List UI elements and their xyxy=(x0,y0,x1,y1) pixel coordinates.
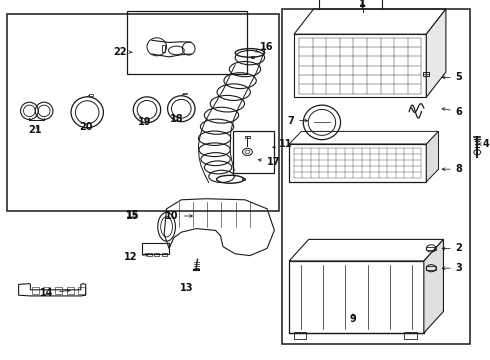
Bar xyxy=(404,332,416,339)
Bar xyxy=(426,266,436,270)
Bar xyxy=(162,45,165,52)
Text: 22: 22 xyxy=(113,47,132,57)
Text: 13: 13 xyxy=(179,283,193,293)
Bar xyxy=(142,243,169,254)
Bar xyxy=(294,34,426,97)
Bar xyxy=(242,178,245,180)
Bar xyxy=(162,253,167,256)
Text: 4: 4 xyxy=(479,139,490,149)
Text: 11: 11 xyxy=(273,139,293,149)
Polygon shape xyxy=(424,239,443,333)
Bar xyxy=(67,287,74,294)
Bar xyxy=(233,131,274,173)
Bar xyxy=(44,287,50,294)
Text: 8: 8 xyxy=(442,164,463,174)
Bar xyxy=(426,247,436,250)
Bar xyxy=(78,287,85,294)
Bar xyxy=(127,11,247,74)
Bar xyxy=(294,332,306,339)
Bar xyxy=(289,261,424,333)
Text: 1: 1 xyxy=(359,0,366,9)
Text: 17: 17 xyxy=(258,157,281,167)
Text: 1: 1 xyxy=(359,0,366,8)
Text: 21: 21 xyxy=(28,125,42,135)
Text: 14: 14 xyxy=(40,288,70,298)
Bar xyxy=(423,72,429,76)
Text: 3: 3 xyxy=(442,263,463,273)
Text: 2: 2 xyxy=(442,243,463,253)
Bar xyxy=(289,144,426,182)
Bar xyxy=(245,136,250,138)
Bar xyxy=(55,287,62,294)
Text: 19: 19 xyxy=(138,117,151,127)
Bar xyxy=(154,253,159,256)
Text: 20: 20 xyxy=(79,122,93,132)
Bar xyxy=(183,93,187,94)
Bar xyxy=(32,287,39,294)
Text: 10: 10 xyxy=(165,211,193,221)
Text: 16: 16 xyxy=(256,42,273,52)
Polygon shape xyxy=(426,131,439,182)
Bar xyxy=(89,94,93,96)
Text: 15: 15 xyxy=(125,211,139,221)
Bar xyxy=(282,9,470,344)
Bar xyxy=(147,253,152,256)
Text: 15: 15 xyxy=(125,210,139,220)
Text: 12: 12 xyxy=(123,252,148,262)
Text: 7: 7 xyxy=(287,116,308,126)
Bar xyxy=(7,14,279,211)
Polygon shape xyxy=(426,9,446,97)
Text: 5: 5 xyxy=(442,72,463,82)
Text: 9: 9 xyxy=(349,314,356,324)
Text: 6: 6 xyxy=(442,107,463,117)
Text: 18: 18 xyxy=(170,114,183,124)
Bar xyxy=(251,56,254,58)
